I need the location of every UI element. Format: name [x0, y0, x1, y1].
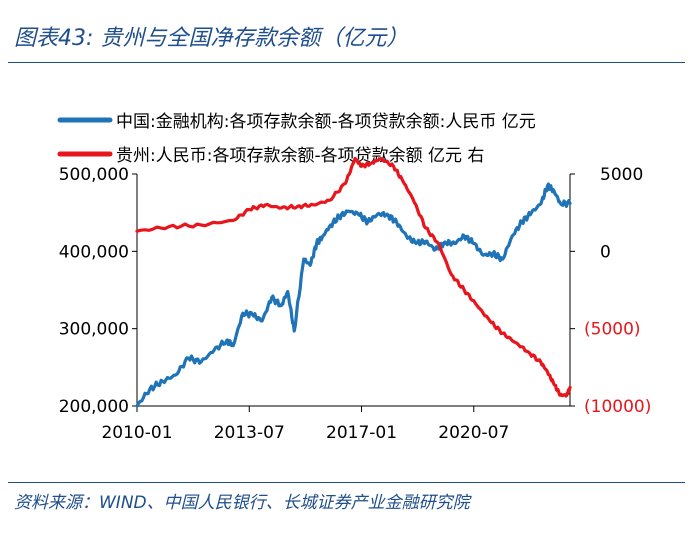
x-tick-label: 2010-01 — [101, 423, 172, 443]
series-line-guizhou — [135, 156, 572, 398]
right-tick-label: (10000) — [584, 397, 651, 417]
axes: 200,000 300,000 400,000 500,000 (10000) (5000… — [59, 165, 652, 443]
right-tick-label: 5000 — [600, 165, 643, 185]
legend-label-guizhou: 贵州:人民币:各项存款余额-各项贷款余额 亿元 右 — [116, 146, 484, 166]
right-tick-label: 0 — [600, 242, 611, 262]
right-tick-label: (5000) — [584, 320, 641, 340]
left-tick-label: 300,000 — [59, 320, 129, 340]
figure-title: 图表43: 贵州与全国净存款余额（亿元） — [14, 26, 409, 51]
plot-area — [135, 156, 572, 408]
source-divider — [8, 482, 685, 483]
left-tick-label: 500,000 — [59, 165, 129, 185]
title-divider — [8, 62, 685, 63]
left-tick-label: 200,000 — [59, 397, 129, 417]
x-tick-label: 2013-07 — [214, 423, 285, 443]
legend: 中国:金融机构:各项存款余额-各项贷款余额:人民币 亿元 贵州:人民币:各项存款… — [57, 112, 536, 166]
legend-label-china: 中国:金融机构:各项存款余额-各项贷款余额:人民币 亿元 — [116, 112, 536, 132]
source-note: 资料来源：WIND、中国人民银行、长城证券产业金融研究院 — [14, 493, 470, 513]
x-tick-label: 2020-07 — [438, 423, 509, 443]
series-line-china — [135, 182, 572, 408]
left-tick-label: 400,000 — [59, 242, 129, 262]
x-tick-label: 2017-01 — [326, 423, 397, 443]
